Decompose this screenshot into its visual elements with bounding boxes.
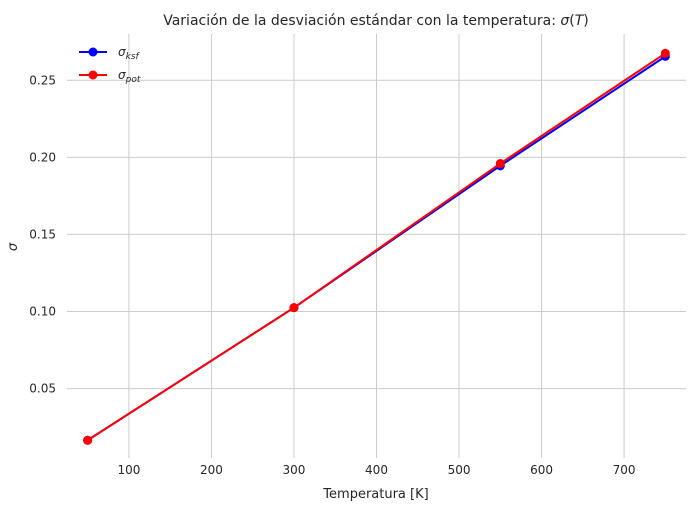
y-tick-label: 0.15 (29, 227, 56, 241)
x-tick-labels: 100 200 300 400 500 600 700 (117, 463, 635, 477)
x-tick-label: 700 (613, 463, 636, 477)
data-point-pot (660, 48, 670, 58)
series-layer (83, 48, 670, 445)
legend-label-pot: σpot (118, 68, 141, 85)
legend: σksf σpot (79, 45, 141, 85)
y-tick-labels: 0.05 0.10 0.15 0.20 0.25 (29, 73, 56, 395)
grid (67, 34, 686, 458)
x-tick-label: 100 (117, 463, 140, 477)
y-tick-label: 0.10 (29, 305, 56, 319)
legend-label-ksf: σksf (118, 45, 141, 62)
x-tick-label: 300 (283, 463, 306, 477)
series-line-pot (87, 52, 666, 442)
chart-title: Variación de la desviación estándar con … (163, 13, 589, 29)
data-point-pot (83, 435, 93, 445)
x-tick-label: 200 (200, 463, 223, 477)
data-point-pot (495, 159, 505, 169)
y-axis-label: σ (6, 242, 21, 251)
x-axis-label: Temperatura [K] (322, 487, 428, 502)
y-tick-label: 0.05 (29, 382, 56, 396)
x-tick-label: 500 (448, 463, 471, 477)
y-tick-label: 0.20 (29, 150, 56, 164)
x-tick-label: 600 (530, 463, 553, 477)
data-point-pot (289, 303, 299, 313)
y-tick-label: 0.25 (29, 73, 56, 87)
legend-marker-pot (88, 70, 98, 80)
x-tick-label: 400 (365, 463, 388, 477)
legend-marker-ksf (88, 47, 98, 57)
